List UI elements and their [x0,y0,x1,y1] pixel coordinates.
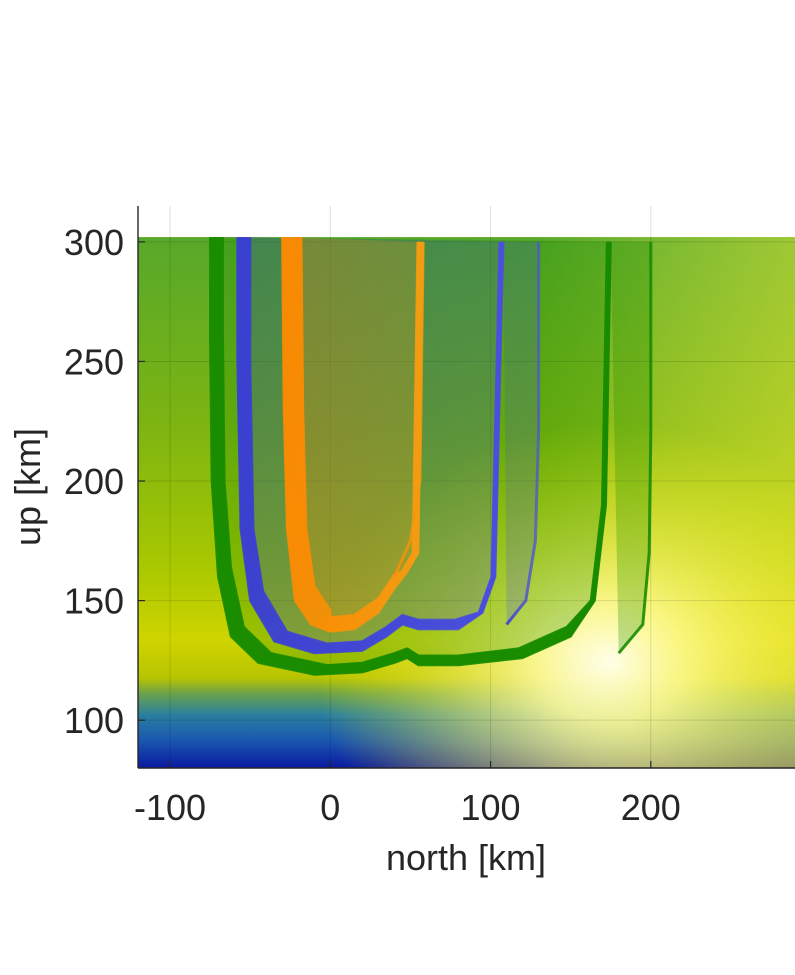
y-tick-label: 200 [64,461,124,502]
y-tick-label: 250 [64,341,124,382]
axes [137,206,795,769]
y-axis-ticks: 100 150 200 250 300 [64,222,145,741]
y-tick-label: 150 [64,581,124,622]
series-2 [281,237,425,633]
series-0-right-arm [617,241,653,655]
y-tick-label: 300 [64,222,124,263]
series-layer [209,237,653,676]
plot-area [138,206,795,768]
x-tick-label: 100 [460,787,520,828]
y-axis-label: up [km] [7,428,48,546]
x-tick-label: 0 [320,787,340,828]
x-tick-label: 200 [621,787,681,828]
x-tick-label: -100 [134,787,206,828]
x-axis-label: north [km] [386,837,546,878]
x-axis-ticks: -100 0 100 200 [134,761,681,828]
y-tick-label: 100 [64,700,124,741]
series-0-field-line [221,237,608,667]
series-2-band-fill [282,237,424,632]
